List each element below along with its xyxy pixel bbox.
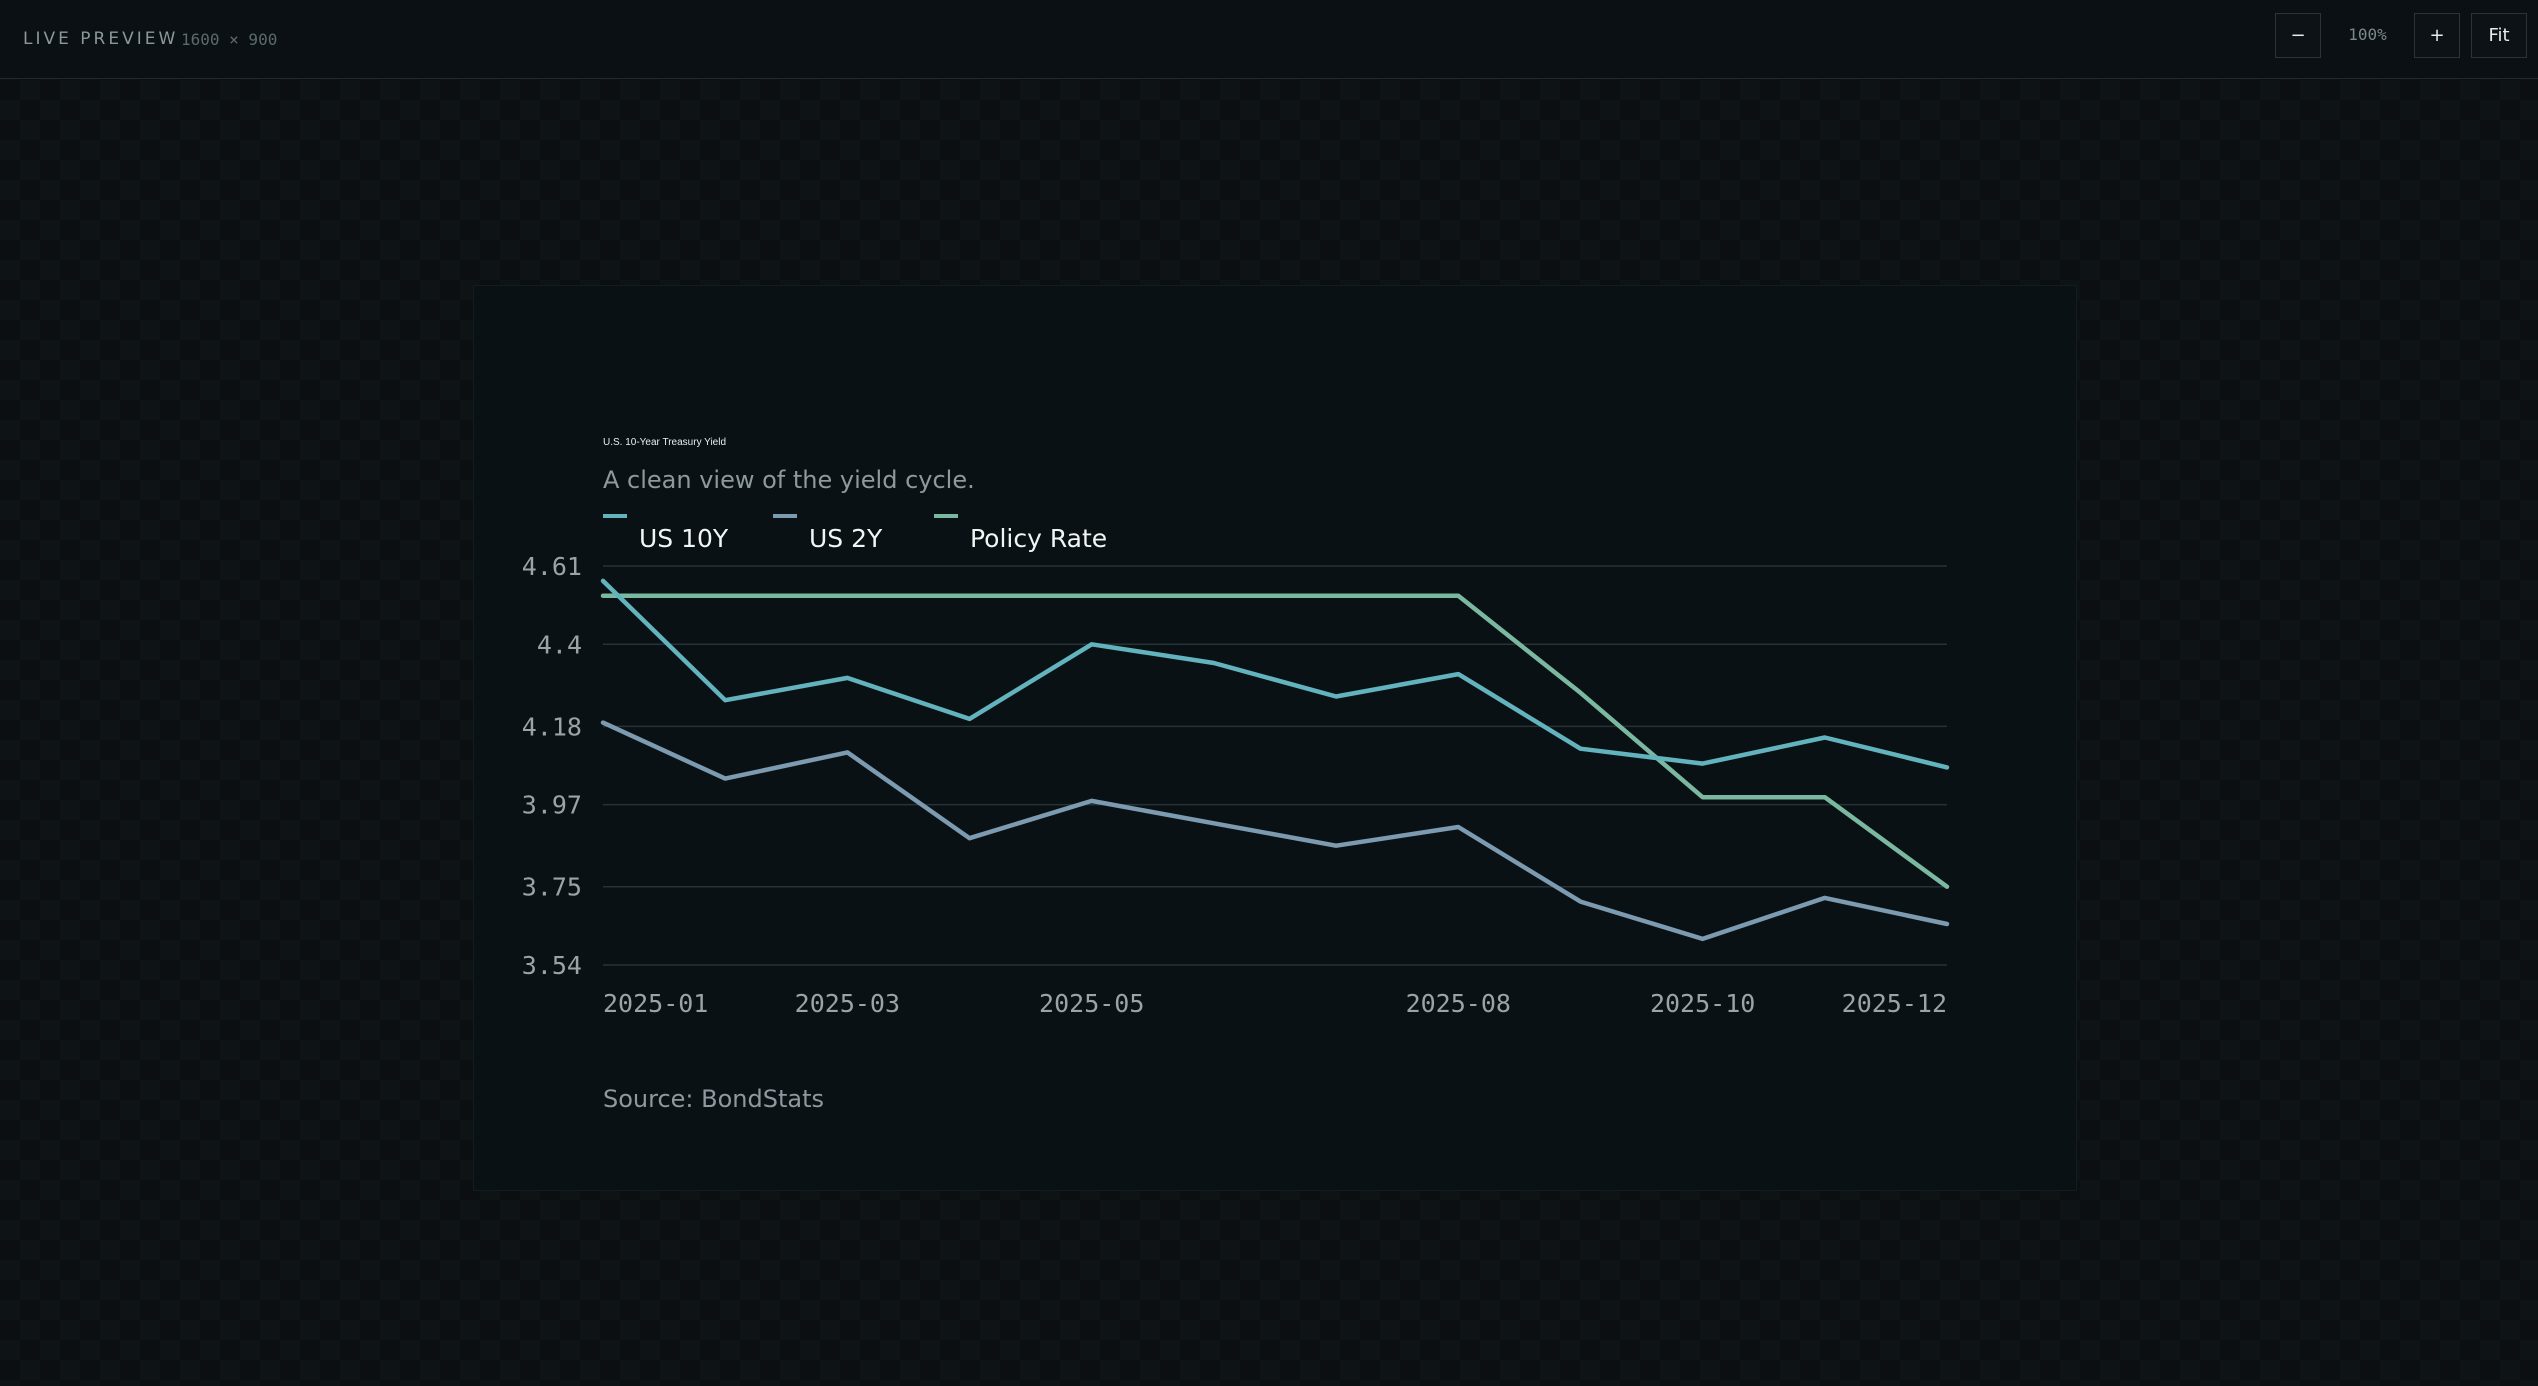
legend-label: Policy Rate: [970, 524, 1107, 553]
x-tick-label: 2025-05: [1039, 989, 1144, 1018]
zoom-in-button[interactable]: +: [2414, 13, 2460, 58]
fit-button[interactable]: Fit: [2471, 13, 2527, 58]
chart-text: 4.61 4.4 4.18 3.97 3.75 3.54 2025-01 2025-03 202…: [522, 437, 1947, 1113]
preview-dimensions: 1600 × 900: [181, 30, 278, 49]
zoom-level: 100%: [2348, 25, 2387, 44]
preview-toolbar: LIVE PREVIEW 1600 × 900 − 100% + Fit: [0, 0, 2538, 79]
series-line-us-2y: [600, 720, 1950, 942]
series-lines: [600, 578, 1950, 942]
y-tick-label: 4.18: [522, 712, 582, 741]
x-tick-label: 2025-12: [1842, 989, 1947, 1018]
preview-label: LIVE PREVIEW: [23, 29, 179, 49]
x-tick-label: 2025-03: [795, 989, 900, 1018]
chart-title: U.S. 10-Year Treasury Yield: [603, 437, 726, 448]
y-tick-label: 3.97: [522, 791, 582, 820]
grid-lines: [603, 565, 1947, 966]
x-tick-label: 2025-10: [1650, 989, 1755, 1018]
chart-subtitle: A clean view of the yield cycle.: [603, 466, 975, 494]
legend-label: US 10Y: [639, 524, 729, 553]
preview-canvas: [473, 285, 2077, 1191]
zoom-out-button[interactable]: −: [2275, 13, 2321, 58]
y-tick-label: 4.4: [537, 630, 582, 659]
x-tick-label: 2025-01: [603, 989, 708, 1018]
x-tick-label: 2025-08: [1406, 989, 1511, 1018]
legend-label: US 2Y: [809, 524, 883, 553]
y-tick-label: 3.75: [522, 873, 582, 902]
series-line-us-10y: [600, 578, 1950, 770]
y-tick-label: 3.54: [522, 951, 582, 980]
y-tick-label: 4.61: [522, 552, 582, 581]
series-line-policy-rate: [600, 593, 1950, 889]
chart-source: Source: BondStats: [603, 1085, 824, 1113]
